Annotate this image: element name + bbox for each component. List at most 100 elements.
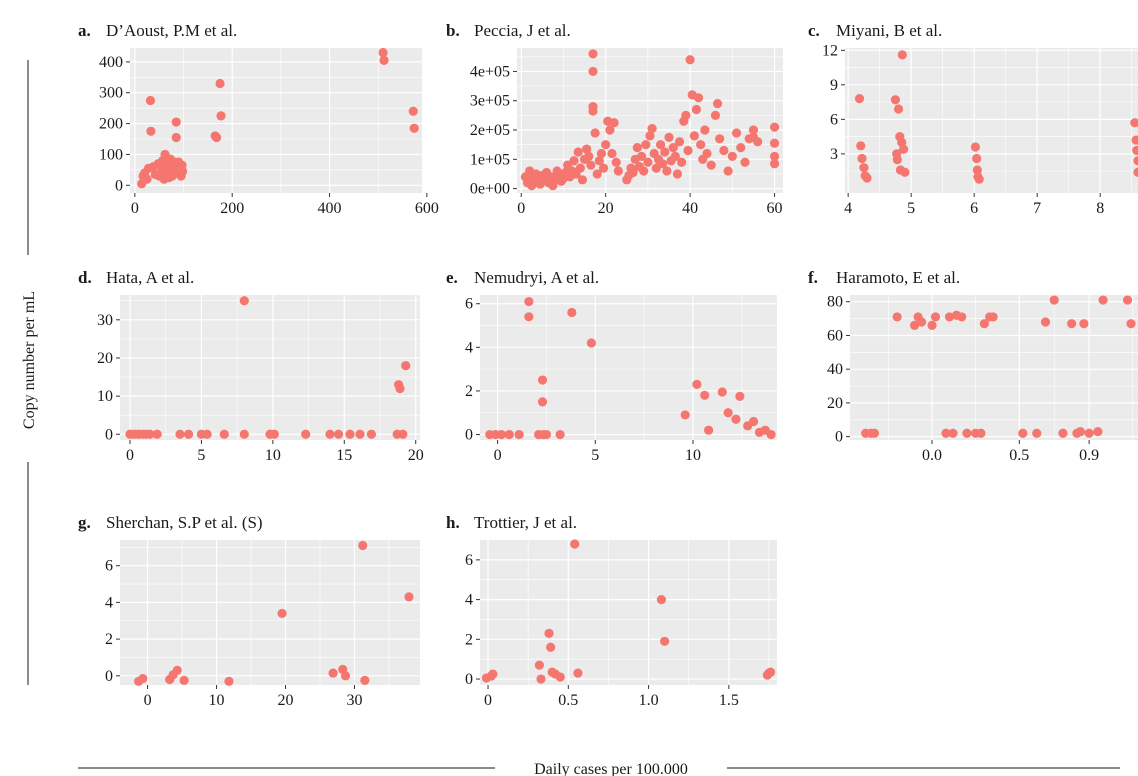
data-point: [957, 312, 967, 322]
data-point: [988, 312, 998, 322]
y-tick-label: 300: [99, 85, 123, 102]
panel-letter: g.: [78, 513, 91, 532]
data-point: [175, 429, 185, 439]
data-point: [723, 408, 733, 418]
panel-g-background: [120, 540, 420, 685]
data-point: [340, 671, 351, 681]
data-point: [409, 123, 419, 133]
data-point: [869, 428, 880, 438]
data-point: [590, 128, 600, 138]
data-point: [900, 167, 910, 177]
x-tick-label: 6: [970, 200, 978, 217]
data-point: [216, 111, 226, 121]
data-point: [537, 375, 548, 385]
x-tick-label: 600: [415, 200, 439, 217]
data-point: [360, 675, 370, 686]
data-point: [892, 155, 902, 165]
data-point: [269, 429, 279, 439]
data-point: [573, 668, 583, 678]
x-tick-label: 0: [144, 692, 152, 709]
data-point: [582, 144, 592, 154]
data-point: [769, 151, 780, 161]
y-tick-label: 2: [465, 383, 473, 400]
panel-title: Miyani, B et al.: [836, 21, 942, 40]
data-point: [766, 429, 776, 440]
data-point: [974, 174, 984, 184]
data-point: [647, 123, 657, 134]
data-point: [941, 428, 951, 438]
data-point: [632, 142, 642, 153]
data-point: [570, 539, 580, 549]
data-point: [715, 134, 725, 144]
data-point: [769, 159, 780, 169]
y-tick-label: 2: [465, 631, 473, 648]
y-tick-label: 20: [97, 350, 113, 367]
data-point: [740, 157, 750, 167]
y-tick-label: 0: [105, 668, 113, 685]
data-point: [972, 153, 982, 164]
data-point: [594, 156, 604, 166]
x-tick-label: 10: [265, 447, 281, 464]
panel-title: D’Aoust, P.M et al.: [106, 21, 237, 40]
data-point: [681, 110, 691, 120]
data-point: [748, 416, 759, 427]
panel-letter: e.: [446, 268, 458, 287]
x-tick-label: 40: [682, 200, 698, 217]
data-point: [892, 312, 902, 322]
data-point: [656, 594, 667, 605]
y-tick-label: 20: [827, 395, 843, 412]
data-point: [976, 428, 986, 438]
data-point: [171, 132, 181, 143]
x-tick-label: 10: [685, 447, 701, 464]
panel-letter: c.: [808, 21, 820, 40]
y-tick-label: 0: [105, 426, 113, 443]
data-point: [592, 169, 602, 179]
data-point: [719, 145, 729, 156]
data-point: [670, 151, 680, 161]
y-tick-label: 10: [97, 388, 113, 405]
data-point: [748, 125, 759, 135]
data-point: [534, 660, 545, 670]
panel-h-background: [480, 540, 777, 685]
x-tick-label: 200: [220, 200, 244, 217]
data-point: [655, 140, 666, 150]
data-point: [700, 390, 710, 400]
data-point: [605, 125, 615, 135]
data-point: [672, 169, 683, 179]
data-point: [1122, 295, 1133, 305]
data-point: [277, 608, 287, 619]
data-point: [555, 672, 565, 682]
y-tick-label: 40: [827, 361, 843, 378]
data-point: [333, 429, 344, 439]
x-tick-label: 0: [484, 692, 492, 709]
data-point: [145, 95, 156, 106]
x-axis-label: Daily cases per 100.000: [534, 761, 688, 776]
data-point: [769, 138, 780, 148]
panel-c: 4 5 6 7 8 3 6 9 12c. Miyani, B et al.: [808, 21, 1138, 217]
panel-title: Hata, A et al.: [106, 268, 194, 287]
data-point: [944, 312, 955, 322]
x-tick-label: 5: [197, 447, 205, 464]
data-point: [897, 50, 907, 60]
x-tick-label: 20: [278, 692, 294, 709]
panel-title: Haramoto, E et al.: [836, 268, 960, 287]
x-tick-label: 5: [907, 200, 915, 217]
x-tick-label: 20: [408, 447, 424, 464]
data-point: [541, 429, 552, 440]
data-point: [668, 142, 678, 153]
data-point: [398, 429, 408, 439]
panel-letter: f.: [808, 268, 818, 287]
data-point: [1067, 319, 1077, 329]
x-tick-label: 30: [346, 692, 362, 709]
data-point: [628, 167, 638, 178]
data-point: [645, 131, 655, 141]
data-point: [355, 429, 365, 439]
data-point: [588, 49, 598, 59]
data-point: [735, 391, 745, 401]
data-point: [662, 166, 672, 176]
data-point: [916, 317, 927, 327]
data-point: [573, 147, 583, 157]
y-tick-label: 4: [465, 339, 473, 356]
y-tick-label: 0e+00: [470, 181, 510, 198]
